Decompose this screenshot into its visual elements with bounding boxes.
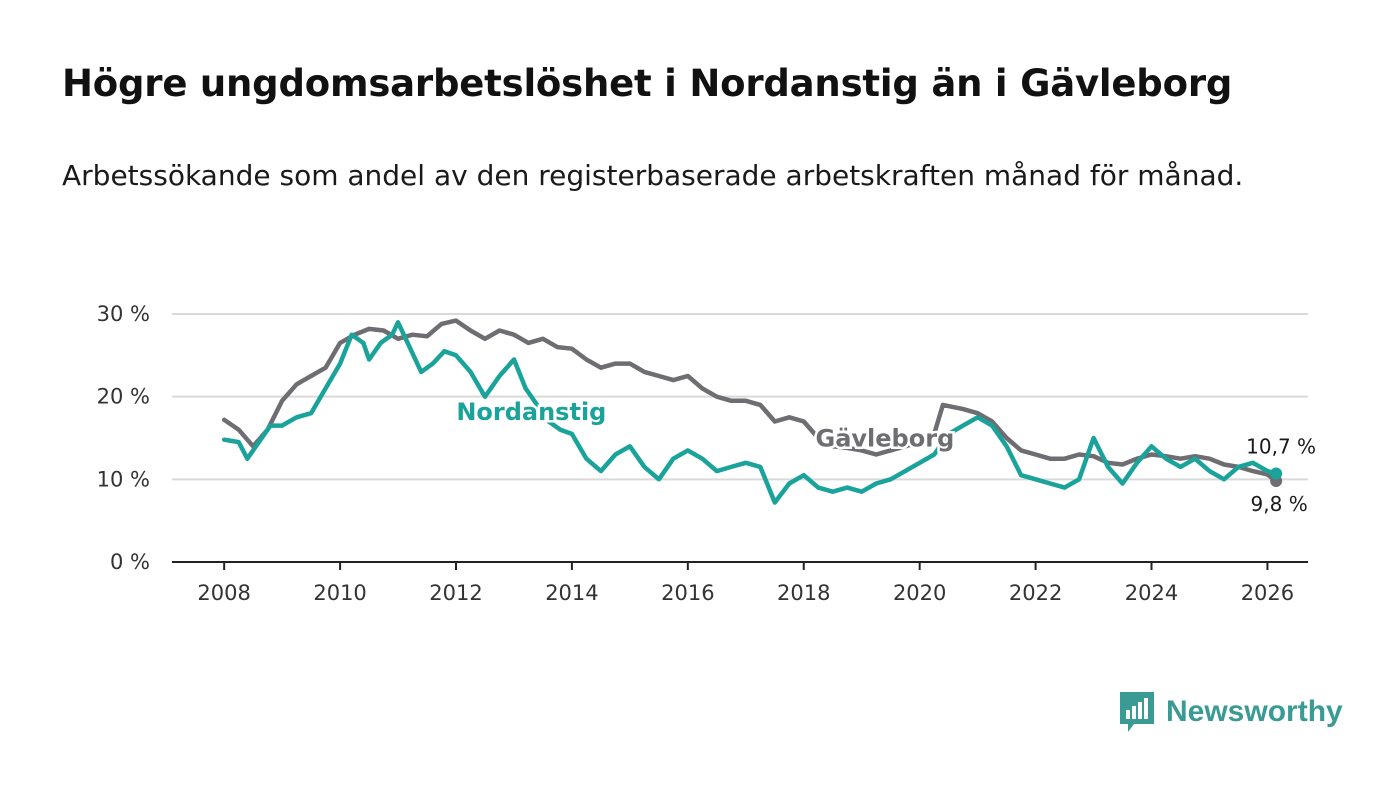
- series-labels: Nordanstig Gävleborg 10,7 % 9,8 %: [454, 395, 1318, 518]
- y-tick-label: 20 %: [97, 385, 150, 409]
- chart-title: Högre ungdomsarbetslöshet i Nordanstig ä…: [62, 62, 1233, 105]
- end-value-nordanstig: 10,7 %: [1246, 435, 1316, 459]
- series-lines: [221, 318, 1283, 505]
- series-line-nordanstig: [221, 320, 1279, 505]
- newsworthy-brand[interactable]: Newsworthy: [1118, 690, 1343, 734]
- x-tick-label: 2024: [1125, 581, 1178, 605]
- y-tick-label: 10 %: [97, 467, 150, 491]
- y-tick-label: 30 %: [97, 302, 150, 326]
- x-tick-label: 2022: [1009, 581, 1062, 605]
- x-tick-label: 2012: [429, 581, 482, 605]
- x-axis-ticks: 2008 2010 2012 2014 2016 2018 2020 2022 2024 2026: [172, 561, 1308, 605]
- brand-name: Newsworthy: [1166, 695, 1343, 728]
- x-tick-label: 2018: [777, 581, 830, 605]
- x-tick-label: 2026: [1241, 581, 1294, 605]
- y-axis-ticks: 0 % 10 % 20 % 30 %: [97, 302, 150, 574]
- x-tick-label: 2008: [197, 581, 250, 605]
- newsworthy-logo-icon: [1120, 692, 1154, 732]
- series-label-nordanstig: Nordanstig: [456, 398, 606, 426]
- x-tick-label: 2020: [893, 581, 946, 605]
- x-tick-label: 2016: [661, 581, 714, 605]
- chart-subtitle: Arbetssökande som andel av den registerb…: [62, 159, 1244, 192]
- series-end-marker: [1270, 467, 1283, 480]
- x-tick-label: 2014: [545, 581, 598, 605]
- x-tick-label: 2010: [313, 581, 366, 605]
- series-label-gävleborg: Gävleborg: [816, 424, 955, 452]
- y-tick-label: 0 %: [110, 550, 150, 574]
- end-value-gavleborg: 9,8 %: [1251, 492, 1308, 516]
- grid-lines: [172, 313, 1308, 481]
